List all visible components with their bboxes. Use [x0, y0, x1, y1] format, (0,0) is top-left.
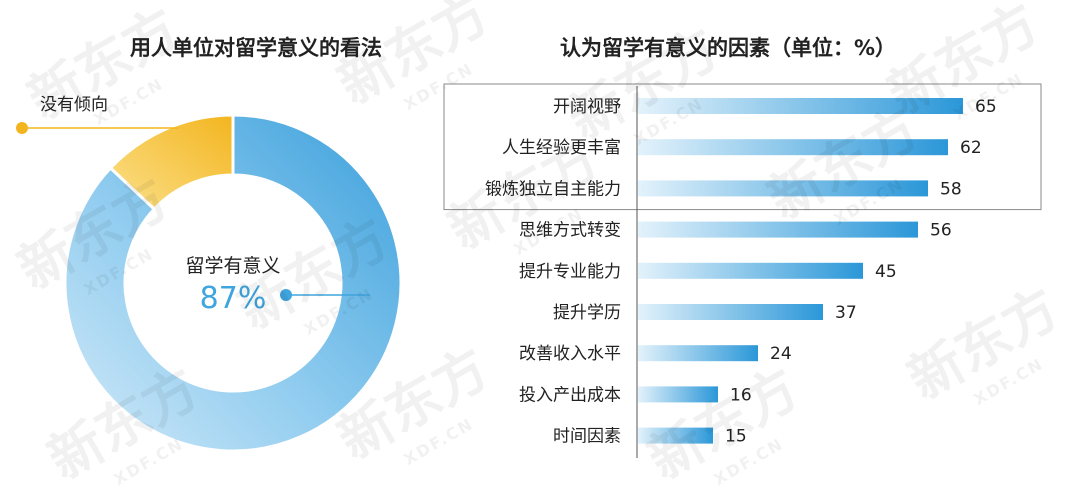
bar [638, 221, 918, 238]
donut-main-leader-dot [280, 289, 292, 301]
donut-chart-title: 用人单位对留学意义的看法 [130, 36, 382, 60]
bar-chart-title: 认为留学有意义的因素（单位：%） [560, 36, 897, 60]
bar-category-label: 投入产出成本 [519, 385, 621, 405]
donut-slice-2 [108, 113, 235, 212]
bar [638, 345, 758, 362]
donut-main-value-label: 87% [200, 281, 267, 316]
bar-category-label: 锻炼独立自主能力 [485, 179, 621, 199]
bar-value-label: 56 [930, 221, 952, 241]
bar-category-label: 提升学历 [553, 303, 621, 323]
bar-category-label: 思维方式转变 [519, 221, 621, 241]
bar-value-label: 24 [770, 344, 792, 364]
bar [638, 262, 863, 279]
bar [638, 386, 718, 403]
donut-secondary-category-label: 没有倾向 [40, 95, 108, 115]
donut-secondary-leader-dot [16, 122, 28, 134]
donut-slice-1 [63, 113, 403, 453]
bar-value-label: 15 [725, 427, 747, 447]
bar [638, 98, 963, 114]
bar-value-label: 37 [835, 303, 857, 323]
bar [638, 139, 948, 156]
bar-value-label: 45 [875, 262, 897, 282]
bar-value-label: 65 [975, 97, 997, 117]
bar-category-label: 提升专业能力 [519, 262, 621, 282]
bar [638, 180, 928, 197]
bar-value-label: 62 [960, 138, 982, 158]
donut-main-category-label: 留学有意义 [185, 255, 280, 277]
highlight-box [443, 83, 1042, 211]
bar-value-label: 16 [730, 385, 752, 405]
bar-category-label: 人生经验更丰富 [502, 138, 621, 158]
bar [638, 427, 713, 444]
bar-category-label: 时间因素 [553, 427, 621, 447]
donut-chart: 留学有意义 87% 没有倾向 [16, 95, 403, 453]
bar [638, 304, 823, 320]
bar-category-label: 开阔视野 [553, 97, 621, 117]
bar-value-label: 58 [940, 179, 962, 199]
bar-category-label: 改善收入水平 [519, 344, 621, 364]
